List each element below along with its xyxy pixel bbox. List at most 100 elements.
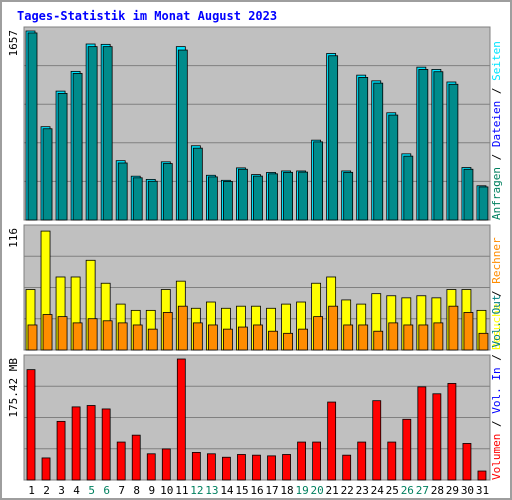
panel-2-bar-rechner-day-2 — [42, 314, 53, 351]
panel-3-bar-volumen-day-18 — [282, 454, 291, 481]
panel-3-bar-volumen-day-29 — [447, 383, 457, 481]
x-tick-label-day-22: 22 — [341, 484, 354, 497]
panel-3-bar-volumen-day-10 — [161, 448, 171, 481]
panel-1-bar-dateien-day-11 — [177, 49, 188, 221]
panel-3-bar-volumen-day-16 — [252, 454, 261, 481]
x-tick-label-day-1: 1 — [28, 484, 35, 497]
panel-2-bar-rechner-day-17 — [268, 330, 278, 351]
panel-1-bar-dateien-day-30 — [463, 168, 474, 221]
panel-1-bar-dateien-day-3 — [57, 92, 68, 221]
panel-1-bar-dateien-day-19 — [298, 171, 308, 221]
panel-1-bar-dateien-day-4 — [72, 73, 83, 221]
panel-2-bar-rechner-day-10 — [162, 312, 173, 351]
panel-3-bar-volumen-day-3 — [56, 420, 66, 481]
panel-3-bar-volumen-day-1 — [26, 369, 36, 481]
x-tick-label-day-19: 19 — [295, 484, 308, 497]
panel-3-bar-volumen-day-31 — [477, 470, 487, 481]
panel-1-y-max-label: 1657 — [7, 30, 20, 57]
panel-1-bar-dateien-day-8 — [132, 177, 143, 221]
chart-panels: 1657 Anfragen / Dateien / Seiten 116 Besuch… — [7, 26, 503, 481]
panel-1-bar-dateien-day-31 — [478, 186, 489, 221]
panel-1-bar-dateien-day-26 — [403, 155, 414, 221]
panel-3-bar-volumen-day-25 — [387, 441, 397, 481]
panel-2-bar-rechner-day-28 — [433, 322, 444, 351]
panel-3-bar-volumen-day-24 — [372, 400, 382, 481]
panel-2-bar-rechner-day-27 — [418, 324, 429, 351]
panel-1-bar-dateien-day-15 — [238, 168, 248, 221]
x-axis-tick-labels: 1 2 3 4 5 6 7 8 9 10 11 12 13 14 15 16 17 18 19 20 21 22 23 24 2… — [28, 484, 489, 497]
panel-2-bar-rechner-day-21 — [328, 305, 339, 351]
x-tick-label-day-29: 29 — [446, 484, 459, 497]
panel-3-bar-volumen-day-17 — [267, 455, 276, 481]
x-tick-label-day-7: 7 — [118, 484, 125, 497]
panel-3-bar-volumen-day-14 — [222, 456, 231, 481]
panel-2-bar-rechner-day-19 — [298, 328, 308, 351]
panel-3-bar-volumen-day-19 — [297, 441, 306, 481]
panel-2-bar-rechner-day-23 — [358, 324, 369, 351]
panel-3-bar-volumen-day-11 — [176, 358, 186, 481]
panel-3-bar-volumen-day-12 — [191, 452, 201, 481]
panel-1-bar-dateien-day-18 — [283, 171, 293, 221]
panel-2-bar-rechner-day-24 — [373, 330, 384, 351]
x-tick-label-day-18: 18 — [280, 484, 293, 497]
panel-2-bar-rechner-day-14 — [223, 328, 233, 351]
panel-1-bar-dateien-day-25 — [388, 114, 399, 221]
panel-3-bar-volumen-day-5 — [86, 405, 96, 481]
panel-2-bar-rechner-day-15 — [238, 326, 248, 351]
x-tick-label-day-5: 5 — [88, 484, 95, 497]
x-tick-label-day-24: 24 — [371, 484, 385, 497]
panel-1-bar-dateien-day-23 — [358, 77, 369, 221]
x-tick-label-day-16: 16 — [250, 484, 263, 497]
chart-title: Tages-Statistik im Monat August 2023 — [17, 9, 277, 23]
x-tick-label-day-14: 14 — [220, 484, 234, 497]
panel-1-bar-dateien-day-7 — [117, 162, 128, 221]
panel-3-bar-volumen-day-27 — [417, 386, 427, 481]
panel-2-bar-rechner-day-7 — [117, 322, 128, 351]
panel-1-bar-dateien-day-13 — [207, 176, 218, 221]
panel-1-bar-dateien-day-10 — [162, 163, 173, 221]
panel-1-bar-dateien-day-2 — [42, 128, 53, 221]
x-tick-label-day-11: 11 — [175, 484, 188, 497]
panel-3-bar-volumen-day-8 — [131, 434, 141, 481]
panel-3-bar-volumen-day-30 — [462, 443, 472, 481]
panel-1-bar-dateien-day-22 — [343, 171, 354, 221]
panel-3-y-max-label: 175.42 MB — [7, 358, 20, 418]
x-tick-label-day-6: 6 — [103, 484, 110, 497]
panel-1-bar-dateien-day-9 — [147, 180, 158, 221]
x-tick-label-day-9: 9 — [148, 484, 155, 497]
panel-2-bar-rechner-day-18 — [283, 332, 293, 351]
panel-2-bar-rechner-day-20 — [313, 316, 324, 351]
panel-1-bar-dateien-day-14 — [223, 181, 233, 221]
x-tick-label-day-15: 15 — [235, 484, 248, 497]
panel-2-bar-rechner-day-8 — [132, 324, 143, 351]
panel-2-bar-rechner-day-12 — [192, 322, 203, 351]
panel-2-side-legend: Besuche / Rechner — [490, 237, 503, 350]
x-tick-label-day-28: 28 — [431, 484, 444, 497]
panel-2-bar-rechner-day-26 — [403, 324, 414, 351]
panel-3-bar-volumen-day-26 — [402, 418, 412, 481]
panel-1-bar-dateien-day-28 — [433, 71, 444, 221]
panel-2-y-max-label: 116 — [7, 228, 20, 248]
panel-2-bar-rechner-day-13 — [207, 324, 218, 351]
panel-1-bar-dateien-day-12 — [192, 147, 203, 221]
panel-3-bar-volumen-day-7 — [116, 441, 126, 481]
panel-2-bar-rechner-day-6 — [102, 320, 113, 351]
panel-1-bar-dateien-day-1 — [27, 32, 38, 221]
x-tick-label-day-31: 31 — [476, 484, 489, 497]
panel-2-bar-rechner-day-29 — [448, 305, 459, 351]
x-tick-label-day-13: 13 — [205, 484, 218, 497]
panel-3-bar-volumen-day-20 — [312, 441, 322, 481]
panel-1-bar-dateien-day-5 — [87, 46, 98, 221]
x-tick-label-day-27: 27 — [416, 484, 429, 497]
panel-2-bar-rechner-day-25 — [388, 322, 399, 351]
x-tick-label-day-3: 3 — [58, 484, 65, 497]
panel-3-bar-volumen-day-2 — [41, 457, 51, 481]
x-tick-label-day-17: 17 — [265, 484, 278, 497]
panel-3-bar-volumen-day-9 — [146, 453, 156, 481]
x-tick-label-day-20: 20 — [311, 484, 324, 497]
x-tick-label-day-10: 10 — [160, 484, 173, 497]
x-tick-label-day-2: 2 — [43, 484, 50, 497]
panel-3-bar-volumen-day-23 — [357, 441, 367, 481]
